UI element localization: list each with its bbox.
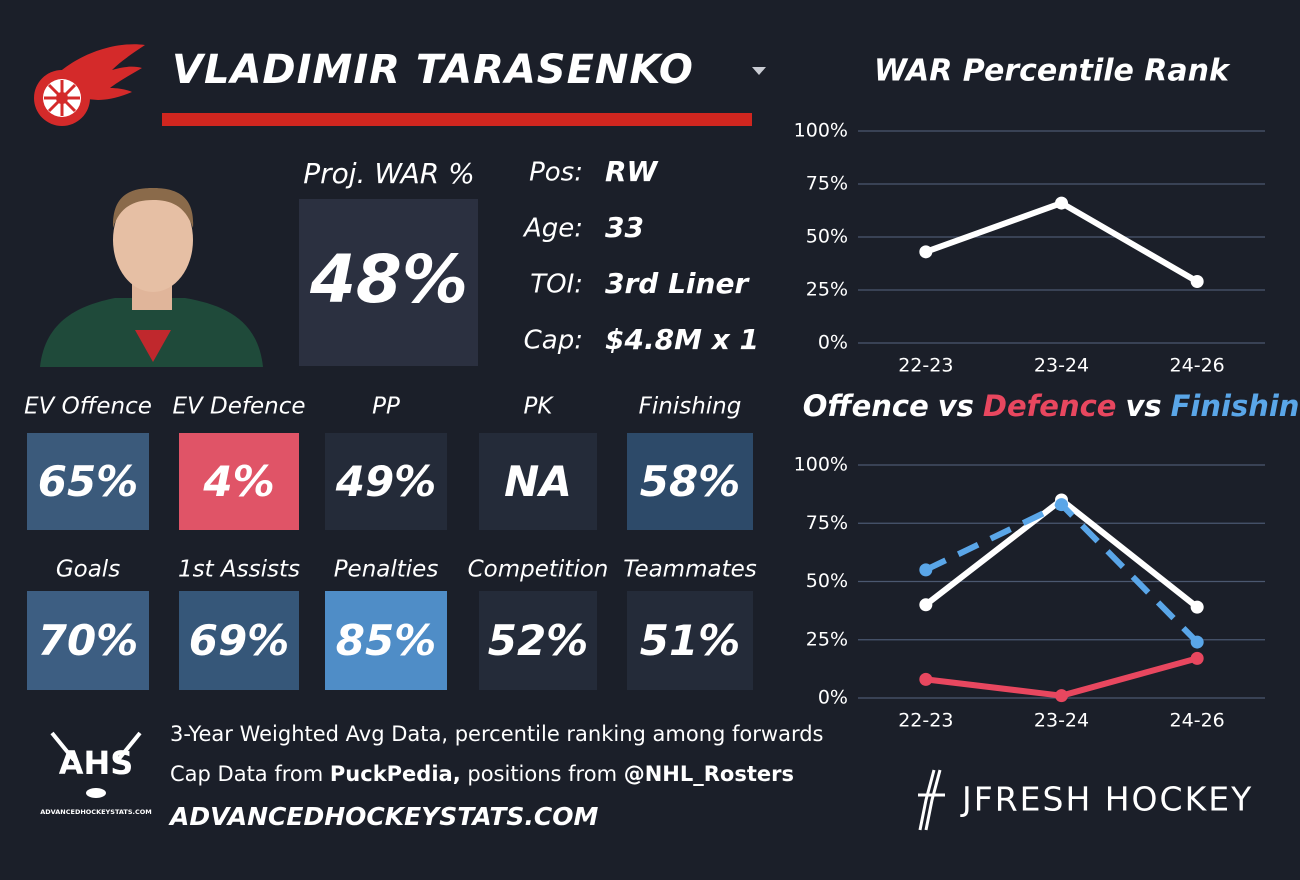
tile-label: Competition <box>468 557 609 583</box>
tile-value: 85% <box>336 616 437 665</box>
player-name: VLADIMIR TARASENKO <box>172 47 694 93</box>
bio: Pos: RW Age: 33 TOI: 3rd Liner Cap: $4.8M x 1 <box>522 155 759 356</box>
bio-value: 3rd Liner <box>605 267 750 300</box>
x-tick-label: 24-26 <box>1170 355 1225 377</box>
footer-credit-part: @NHL_Rosters <box>624 762 794 786</box>
y-tick-label: 25% <box>806 279 848 301</box>
tile-value: 51% <box>640 616 741 665</box>
legend-entry: Defence <box>983 389 1117 423</box>
tile-value: 70% <box>38 616 139 665</box>
tile-value: 4% <box>202 457 274 506</box>
legend-entry: Finishing <box>1171 389 1300 423</box>
name-underline <box>162 113 752 126</box>
x-tick-label: 23-24 <box>1034 710 1089 732</box>
tile-box <box>27 433 149 530</box>
tile-label: EV Defence <box>172 394 305 420</box>
charts: WAR Percentile Rank 0% 25% 50% 75% 100% 22-23 2… <box>794 54 1300 732</box>
stat-tiles: EV Offence 65% EV Defence 4% PP 49% PK NA Finish… <box>24 394 757 690</box>
y-tick-label: 50% <box>806 570 848 592</box>
data-point <box>919 598 933 612</box>
tile-label: Penalties <box>334 557 439 583</box>
tile-box <box>325 591 447 690</box>
data-point <box>1055 196 1068 210</box>
footer-credit-part: PuckPedia, <box>330 762 461 786</box>
tile-label: EV Offence <box>24 394 152 420</box>
data-point <box>919 245 933 259</box>
tile-box <box>179 591 299 690</box>
ahs-logo-title: AHS <box>59 744 134 782</box>
team-logo <box>34 44 145 126</box>
data-point <box>919 563 933 577</box>
player-photo <box>40 188 263 367</box>
x-tick-label: 23-24 <box>1034 355 1089 377</box>
tile-value: 65% <box>38 457 139 506</box>
data-point <box>1190 600 1204 614</box>
data-point <box>1190 635 1204 649</box>
y-tick-label: 100% <box>794 120 848 142</box>
bio-value: 33 <box>605 211 644 244</box>
bio-label: Cap: <box>524 326 583 356</box>
chart-title: WAR Percentile Rank <box>874 54 1231 89</box>
x-tick-label: 22-23 <box>898 710 953 732</box>
tile-box <box>325 433 447 530</box>
bio-value: RW <box>605 155 659 188</box>
tile-value: 52% <box>488 616 589 665</box>
tile-box <box>179 433 299 530</box>
y-tick-label: 100% <box>794 454 848 476</box>
y-tick-label: 75% <box>806 173 848 195</box>
tile-label: Goals <box>56 557 120 583</box>
y-tick-label: 50% <box>806 226 848 248</box>
footer-credit-part: Cap Data from <box>170 762 330 786</box>
title-separator: vs <box>1125 389 1161 423</box>
footer-credit-part: positions from <box>461 762 624 786</box>
bio-label: Age: <box>522 214 583 244</box>
tile-box <box>627 433 753 530</box>
x-tick-label: 22-23 <box>898 355 953 377</box>
tile-label: PK <box>524 394 555 420</box>
tile-label: PP <box>372 394 400 420</box>
y-tick-label: 0% <box>818 687 848 709</box>
footer-credits: Cap Data from PuckPedia, positions from … <box>170 762 794 786</box>
brand-logo <box>918 769 945 831</box>
y-tick-label: 25% <box>806 628 848 650</box>
brand-name: JFRESH HOCKEY <box>960 780 1253 819</box>
chart-title: OffencevsDefencevsFinishing <box>803 389 1300 423</box>
footer-note: 3-Year Weighted Avg Data, percentile ran… <box>170 722 824 746</box>
y-tick-label: 75% <box>806 512 848 534</box>
proj-war-label: Proj. WAR % <box>303 157 475 190</box>
y-tick-label: 0% <box>818 332 848 354</box>
data-point <box>1190 651 1204 665</box>
data-point <box>919 672 933 686</box>
ahs-logo-subtitle: ADVANCEDHOCKEYSTATS.COM <box>40 808 152 816</box>
footer-website: ADVANCEDHOCKEYSTATS.COM <box>168 802 599 831</box>
tile-value: 69% <box>189 616 290 665</box>
ahs-logo: AHS ADVANCEDHOCKEYSTATS.COM <box>40 731 152 816</box>
player-dropdown[interactable] <box>752 67 766 75</box>
data-point <box>1190 275 1204 289</box>
tile-box <box>479 433 597 530</box>
bio-value: $4.8M x 1 <box>605 323 759 356</box>
bio-label: Pos: <box>529 158 583 188</box>
x-tick-label: 24-26 <box>1170 710 1225 732</box>
tile-label: 1st Assists <box>178 557 300 583</box>
title-separator: vs <box>938 389 974 423</box>
bio-label: TOI: <box>530 270 583 300</box>
tile-box <box>627 591 753 690</box>
tile-value: 49% <box>335 457 437 506</box>
data-point <box>1055 689 1068 703</box>
proj-war-box <box>299 199 478 366</box>
proj-war-value: 48% <box>309 241 468 318</box>
legend-entry: Offence <box>803 389 929 423</box>
tile-box <box>27 591 149 690</box>
tile-label: Teammates <box>623 557 757 583</box>
data-point <box>1055 498 1068 512</box>
tile-value: NA <box>504 457 572 506</box>
tile-value: 58% <box>640 457 741 506</box>
tile-label: Finishing <box>639 394 742 420</box>
tile-box <box>479 591 597 690</box>
